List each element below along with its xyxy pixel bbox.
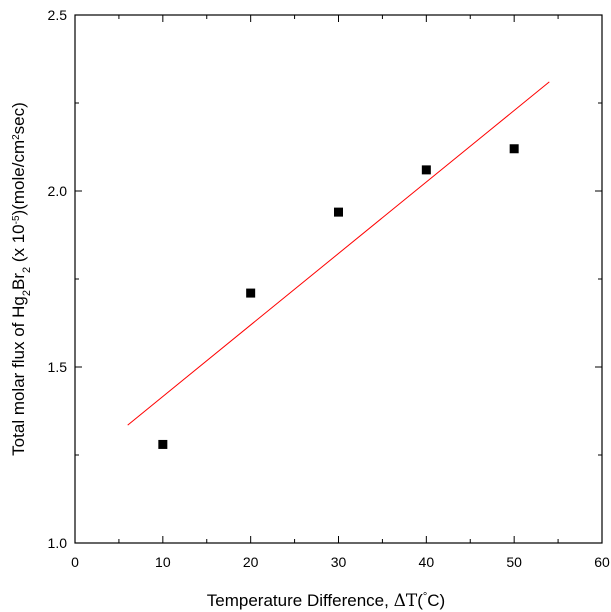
x-tick-label: 50 (506, 554, 522, 570)
y-tick-label: 2.0 (48, 183, 68, 199)
fit-line (127, 81, 550, 426)
y-tick-label: 1.0 (48, 535, 68, 551)
x-tick-label: 10 (155, 554, 171, 570)
x-tick-label: 40 (419, 554, 435, 570)
y-tick-label: 1.5 (48, 359, 68, 375)
x-tick-label: 20 (243, 554, 259, 570)
ticks (74, 14, 603, 544)
y-axis-title: Total molar flux of Hg2Br2 (x 10-5)(mole… (9, 102, 33, 456)
x-tick-label: 60 (594, 554, 610, 570)
data-point (158, 439, 168, 449)
x-tick-label: 30 (331, 554, 347, 570)
x-tick-label: 0 (71, 554, 79, 570)
x-axis-title: Temperature Difference, ΔT(°C) (207, 591, 445, 611)
data-point (509, 144, 519, 154)
tick-labels: 0 10 20 30 40 50 60 1.0 1.5 2.0 2.5 (48, 7, 610, 570)
plot-frame (74, 14, 603, 544)
data-point (421, 165, 431, 175)
data-point (246, 288, 256, 298)
y-tick-label: 2.5 (48, 7, 68, 23)
series (127, 81, 550, 449)
data-point (334, 207, 343, 217)
